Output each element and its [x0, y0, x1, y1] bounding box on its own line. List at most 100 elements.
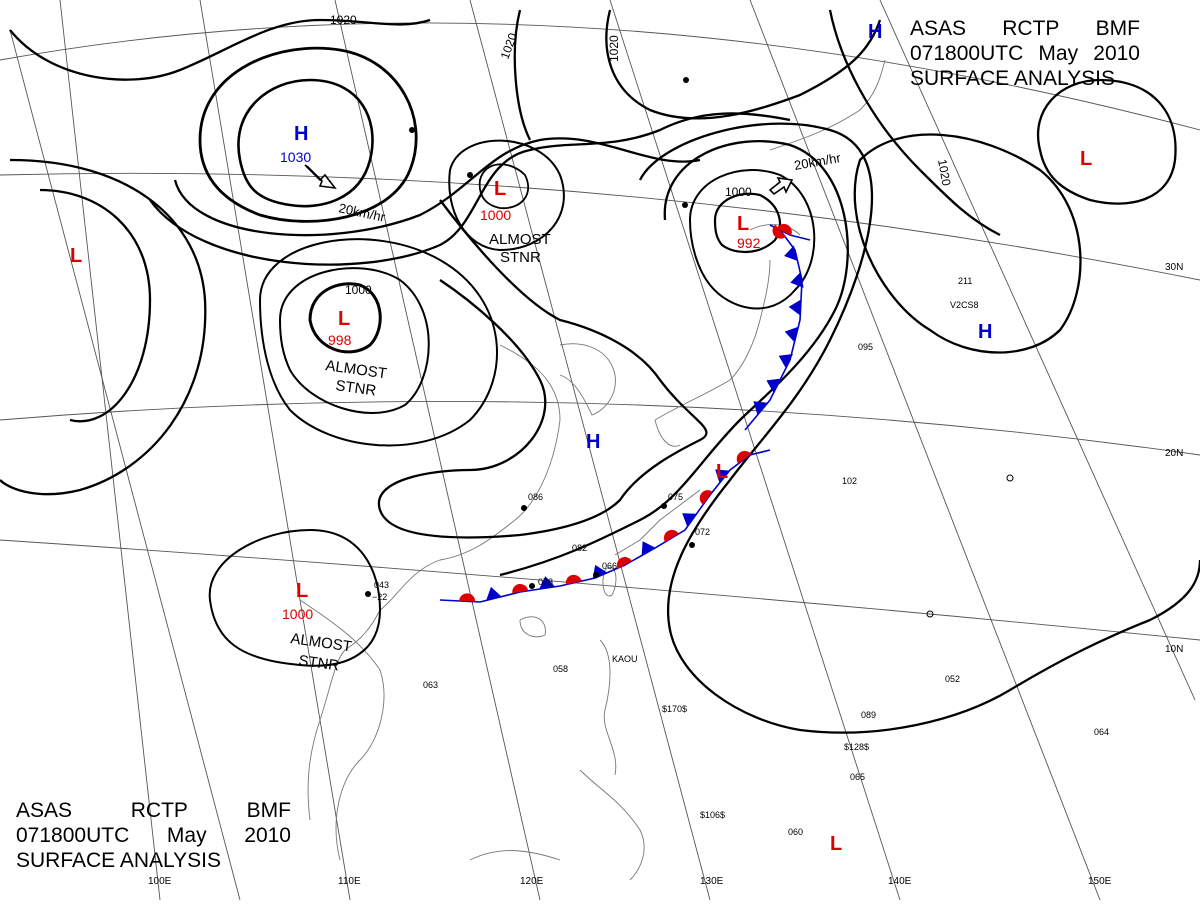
title-time-row: 071800UTC May 2010 — [910, 41, 1140, 66]
cold-front-triangle — [784, 245, 798, 262]
parallel-40n — [0, 22, 1200, 131]
stnr-label-line2: STNR — [500, 249, 541, 266]
title-time-row: 071800UTC May 2010 — [16, 823, 291, 848]
ship-report: V2CS8 — [950, 300, 979, 310]
warm-front-semicircle — [772, 224, 786, 239]
cold-front-triangle — [784, 326, 799, 343]
warm-front-semicircle — [512, 583, 529, 594]
station-value: 102 — [842, 476, 857, 486]
station-value: 063 — [423, 680, 438, 690]
station-circle — [521, 505, 527, 511]
isobar-pacific-big — [638, 122, 1200, 734]
warm-front-semicircle — [565, 574, 582, 585]
isobar-labels: 1020 1020 1020 1020 1000 1000 — [330, 13, 954, 297]
korea-peninsula — [559, 343, 616, 416]
japan-kyushu — [654, 419, 681, 447]
station-value: 082 — [572, 543, 587, 553]
station-value: 058 — [553, 664, 568, 674]
isobar-label: 1020 — [935, 158, 953, 187]
isobar-label: 1000 — [725, 185, 752, 199]
title-product: SURFACE ANALYSIS — [16, 849, 222, 872]
meridian-120e — [334, 0, 541, 901]
station-circle — [926, 610, 934, 618]
low-center-letter: L — [737, 213, 749, 235]
isobar-1000-low992 — [713, 192, 782, 253]
station-circle — [1006, 474, 1014, 482]
lat-label: 30N — [1165, 262, 1183, 273]
title-center: RCTP — [130, 799, 188, 822]
title-center: RCTP — [1002, 17, 1060, 40]
title-month: May — [1038, 42, 1079, 65]
warm-front-semicircle — [699, 490, 713, 505]
isobar-low1000-a — [478, 163, 530, 209]
frontal-system — [439, 223, 811, 603]
ship-report: KAOU — [612, 654, 638, 664]
hainan — [519, 616, 546, 638]
isobar-1020-lat — [513, 9, 532, 141]
stnr-label-line2: STNR — [334, 377, 377, 400]
high-center-letter: H — [294, 123, 308, 145]
warm-front-semicircle — [736, 450, 752, 464]
low-center-letter: L — [830, 833, 842, 855]
station-circle — [682, 202, 688, 208]
isobar-central-trough — [377, 199, 708, 539]
station-circle — [661, 503, 667, 509]
meridian-150e — [749, 0, 1101, 901]
low-center-letter: L — [494, 178, 506, 200]
low-center-letter: L — [296, 580, 308, 602]
taiwan — [602, 567, 617, 597]
stationary-annotations: ALMOST STNR ALMOST STNR ALMOST STNR — [289, 231, 550, 675]
station-circle — [409, 127, 415, 133]
isobar-998-ring — [308, 282, 382, 354]
cold-front-triangle — [486, 586, 502, 601]
low-center-letter: L — [70, 245, 82, 267]
lon-label: 140E — [888, 876, 912, 887]
station-circle — [689, 542, 695, 548]
low-center-letter: L — [716, 461, 728, 483]
title-block-top: ASAS RCTP BMF 071800UTC May 2010 SURFACE… — [910, 16, 1140, 91]
station-circle — [529, 583, 535, 589]
indochina — [299, 599, 385, 861]
cold-front-triangle — [641, 541, 656, 556]
occluded-front-line — [744, 224, 811, 431]
title-month: May — [166, 824, 207, 847]
kamchatka-kurils — [769, 59, 886, 151]
station-circle — [365, 591, 371, 597]
isobar-north-band — [173, 137, 701, 237]
meridian-160e — [879, 0, 1196, 701]
high-center-value: 1030 — [280, 149, 311, 165]
ship-report: $128$ — [844, 742, 869, 752]
isobar-low992-outer-2 — [499, 140, 849, 577]
lat-label: 20N — [1165, 448, 1183, 459]
cold-front-triangle — [790, 272, 804, 288]
cold-front-triangle — [788, 299, 802, 316]
lon-label: 150E — [1088, 876, 1112, 887]
title-issuer: BMF — [246, 799, 291, 822]
station-circle — [593, 572, 599, 578]
cold-front-triangle — [753, 401, 768, 416]
low-center-value: 992 — [737, 235, 761, 251]
motion-arrow-low — [768, 176, 794, 196]
warm-front-semicircle — [616, 557, 632, 569]
low-center-value: 1000 — [282, 606, 313, 622]
motion-arrows — [304, 164, 794, 196]
ryukyu-chain — [614, 489, 701, 556]
station-value: −22 — [372, 592, 387, 602]
stnr-label-line1: ALMOST — [324, 357, 387, 382]
isobar-label: 1020 — [498, 31, 520, 61]
isobar-998-outer-2 — [258, 238, 498, 447]
station-value: 086 — [528, 492, 543, 502]
lat-label: 10N — [1165, 644, 1183, 655]
isobar-label: 1020 — [330, 13, 357, 27]
station-circles — [365, 77, 1014, 618]
station-value: 089 — [861, 710, 876, 720]
isobar-pacific-ring — [853, 133, 1082, 354]
front-line — [439, 449, 771, 603]
cold-front-triangle — [682, 513, 697, 527]
station-value: 065 — [850, 772, 865, 782]
high-center-letter: H — [586, 431, 600, 453]
pressure-centers: H 1030 H H H L 1000 L 998 L 1000 L 992 L… — [70, 21, 1092, 855]
high-center-letter: H — [978, 321, 992, 343]
title-product: SURFACE ANALYSIS — [910, 67, 1116, 90]
